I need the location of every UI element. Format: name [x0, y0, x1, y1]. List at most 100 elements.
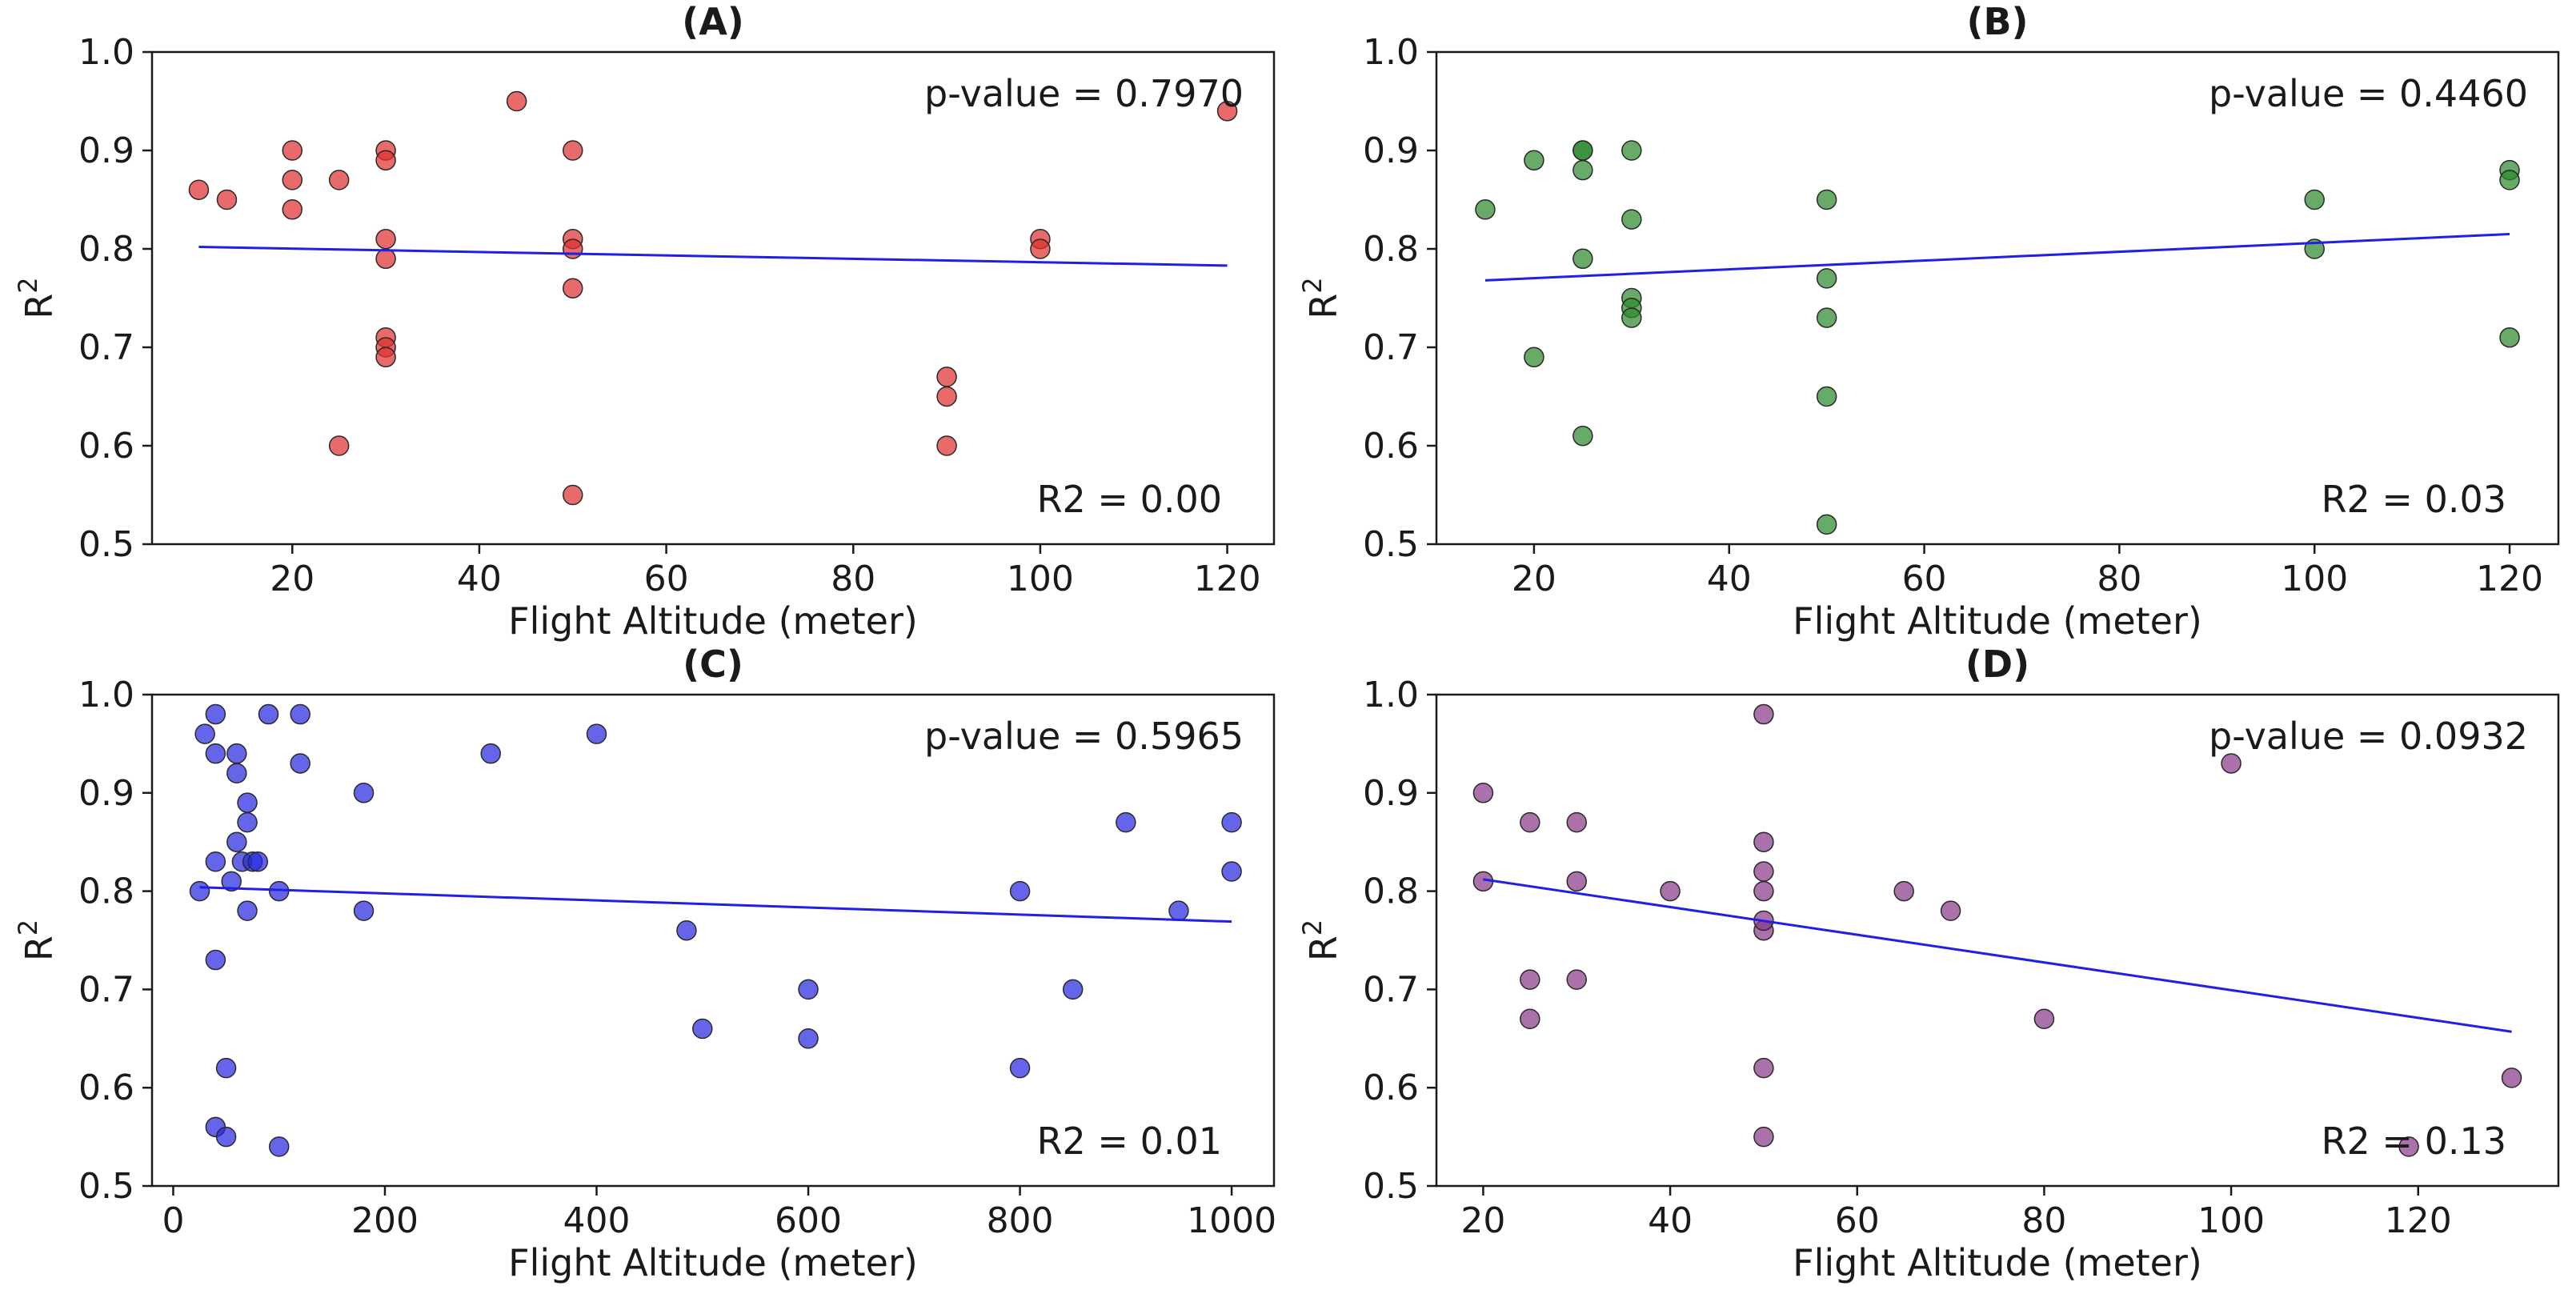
plot-frame: [1435, 50, 2560, 546]
scatter-point: [205, 851, 226, 872]
y-tick-label: 0.7: [1363, 969, 1419, 1010]
scatter-point: [1472, 783, 1494, 803]
scatter-point: [1009, 880, 1031, 902]
scatter-point: [1572, 425, 1593, 447]
x-tick-label: 40: [457, 559, 502, 599]
scatter-point: [1030, 238, 1051, 259]
scatter-point: [1475, 199, 1496, 220]
x-tick-label: 600: [775, 1200, 842, 1241]
r2-annotation: R2 = 0.03: [2322, 478, 2506, 521]
x-tick-label: 80: [831, 559, 875, 599]
scatter-point: [1753, 1126, 1774, 1148]
scatter-point: [353, 900, 375, 921]
scatter-point: [1940, 900, 1961, 921]
x-tick-label: 60: [1835, 1200, 1880, 1241]
scatter-point: [226, 831, 247, 852]
p-value-annotation: p-value = 0.7970: [924, 72, 1244, 115]
scatter-point: [936, 386, 957, 407]
scatter-point: [375, 150, 396, 171]
scatter-point: [328, 170, 350, 190]
scatter-point: [2398, 1136, 2419, 1157]
scatter-point: [1566, 969, 1587, 990]
x-tick-label: 60: [644, 559, 689, 599]
scatter-point: [1753, 880, 1774, 902]
scatter-point: [375, 228, 396, 250]
y-tick-label: 0.6: [1363, 426, 1419, 467]
scatter-point: [1116, 811, 1136, 833]
scatter-points: [189, 703, 1242, 1157]
scatter-point: [2033, 1008, 2055, 1029]
scatter-point: [1753, 703, 1774, 725]
scatter-point: [1753, 1057, 1774, 1079]
plot-frame: [1435, 693, 2560, 1188]
regression-line: [198, 246, 1228, 267]
y-axis-label: R2: [1297, 919, 1345, 961]
scatter-point: [375, 248, 396, 270]
scatter-point: [1893, 880, 1914, 902]
panel-b: (B) 20 40 60 80 100 120 0.5 0.6 0.7 0.8 0.9 1.0 Fligh…: [1297, 0, 2560, 643]
y-tick-label: 1.0: [1363, 32, 1419, 73]
y-tick-label: 1.0: [78, 675, 134, 715]
y-tick-label: 0.5: [1363, 524, 1419, 565]
scatter-point: [2499, 327, 2520, 348]
scatter-point: [1524, 150, 1544, 171]
x-tick-label: 40: [1648, 1200, 1693, 1241]
x-tick-label: 60: [1902, 559, 1947, 599]
scatter-point: [247, 851, 269, 872]
scatter-point: [1816, 386, 1837, 407]
x-tick-label: 80: [2021, 1200, 2066, 1241]
scatter-point: [189, 880, 210, 902]
x-tick-label: 100: [1007, 559, 1074, 599]
scatter-point: [1572, 159, 1593, 181]
y-tick-label: 0.9: [1363, 773, 1419, 814]
x-tick-label: 400: [563, 1200, 631, 1241]
scatter-point: [205, 743, 226, 764]
scatter-point: [1566, 871, 1587, 892]
scatter-points: [188, 90, 1238, 506]
plot-frame: [150, 50, 1276, 546]
x-tick-label: 40: [1707, 559, 1752, 599]
scatter-point: [237, 792, 258, 813]
x-axis-label: Flight Altitude (meter): [1793, 1241, 2202, 1284]
y-tick-label: 0.7: [78, 969, 134, 1010]
scatter-point: [237, 900, 258, 921]
scatter-point: [1566, 811, 1587, 833]
regression-line: [1484, 233, 2510, 282]
scatter-point: [194, 723, 215, 744]
scatter-point: [205, 949, 226, 971]
p-value-annotation: p-value = 0.4460: [2209, 72, 2528, 115]
y-tick-label: 0.9: [78, 773, 134, 814]
scatter-point: [936, 435, 957, 456]
scatter-point: [1572, 140, 1593, 161]
scatter-point: [1168, 900, 1189, 921]
scatter-point: [1621, 140, 1642, 161]
scatter-point: [1524, 347, 1544, 368]
y-axis-label: R2: [1297, 277, 1345, 318]
x-tick-label: 120: [2476, 559, 2543, 599]
x-axis-label: Flight Altitude (meter): [1793, 599, 2202, 643]
scatter-point: [1621, 307, 1642, 328]
x-tick-label: 800: [987, 1200, 1054, 1241]
scatter-point: [1816, 189, 1837, 210]
panel-title-a: (A): [682, 0, 744, 43]
x-tick-label: 0: [162, 1200, 184, 1241]
scatter-point: [1660, 880, 1681, 902]
scatter-point: [2499, 170, 2520, 190]
y-tick-label: 0.8: [1363, 871, 1419, 912]
y-tick-label: 0.5: [78, 1166, 134, 1207]
scatter-point: [692, 1018, 713, 1040]
scatter-point: [282, 170, 302, 190]
y-tick-label: 0.9: [1363, 130, 1419, 171]
scatter-point: [282, 140, 302, 161]
scatter-point: [1753, 861, 1774, 882]
scatter-points: [1475, 140, 2520, 535]
y-tick-label: 1.0: [1363, 675, 1419, 715]
x-axis-label: Flight Altitude (meter): [508, 599, 918, 643]
scatter-point: [563, 484, 583, 506]
x-tick-label: 100: [2197, 1200, 2265, 1241]
scatter-point: [258, 703, 279, 725]
scatter-point: [1520, 969, 1540, 990]
scatter-point: [290, 753, 310, 774]
scatter-point: [216, 189, 238, 210]
